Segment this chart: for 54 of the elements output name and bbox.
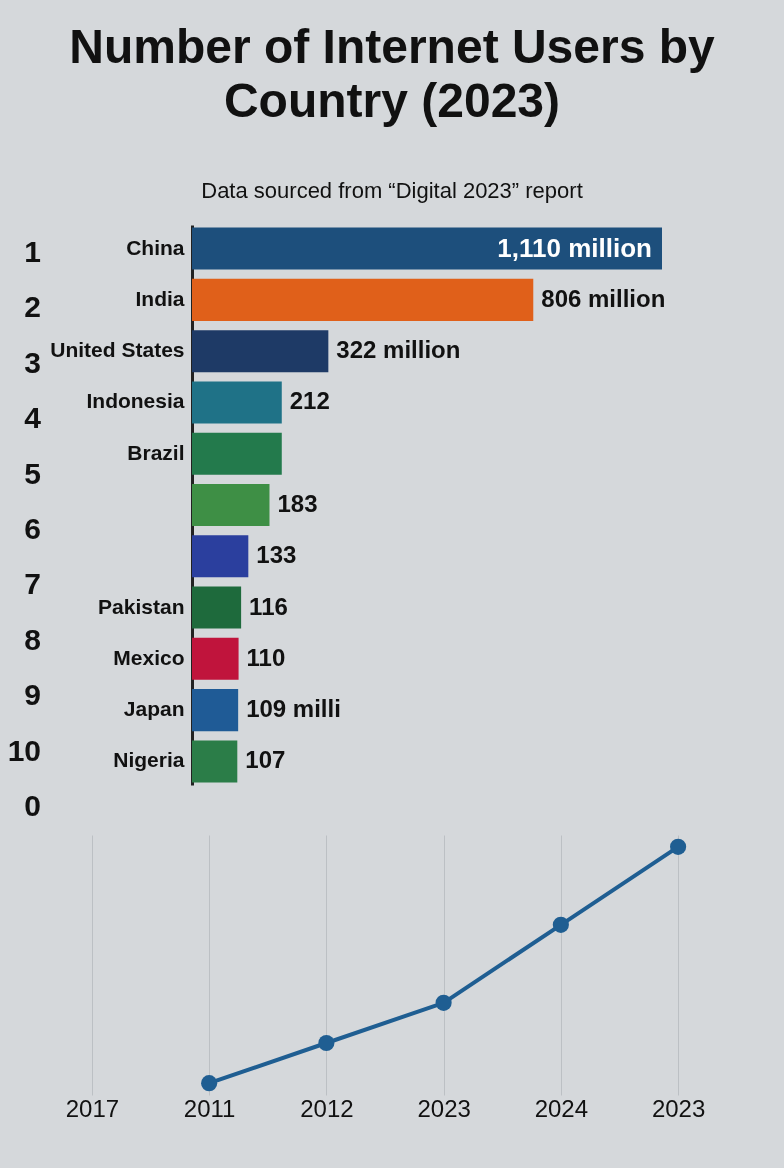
bar (192, 586, 242, 629)
y-tick-label: India (135, 286, 185, 310)
y-tick-label: Indonesia (86, 389, 185, 413)
text: 8 (24, 622, 41, 656)
bar (192, 740, 238, 783)
data-label: 212 (289, 387, 330, 415)
text: 1 (24, 234, 41, 268)
x-tick-label: 2012 (300, 1094, 354, 1122)
bar (192, 689, 239, 732)
text: 0 (24, 789, 41, 823)
y-tick-label: Nigeria (113, 748, 185, 772)
data-label: 107 (245, 746, 286, 774)
x-tick-label: 2023 (417, 1094, 471, 1122)
point (670, 838, 687, 855)
point (318, 1034, 335, 1052)
text: 3 (24, 345, 41, 379)
x-tick-label: 2023 (651, 1094, 706, 1122)
point (201, 1075, 218, 1092)
x-tick-label: 2024 (534, 1094, 589, 1122)
text: 9 (24, 678, 41, 712)
x-tick-label: 2011 (183, 1094, 236, 1122)
data-label: 110 (246, 643, 286, 671)
bar (192, 637, 239, 680)
y-tick-label: Brazil (127, 440, 185, 464)
chart-title: Number of Internet Users by Country (2023) (68, 20, 716, 128)
bar (192, 535, 249, 578)
y-tick-label: China (126, 235, 185, 259)
chart-subtitle: Data sourced from “Digital 2023” report (200, 178, 584, 204)
point (435, 994, 452, 1011)
bar (192, 227, 662, 270)
y-tick-label: Pakistan (98, 594, 185, 618)
data-label: 806 million (541, 284, 666, 312)
y-tick-label: Mexico (113, 645, 185, 669)
bar (192, 432, 282, 475)
bar (192, 381, 282, 424)
data-label: 1,110 million (497, 232, 652, 263)
text: 7 (24, 567, 41, 601)
text: 5 (24, 456, 41, 490)
text: 4 (24, 401, 42, 435)
data-label: 109 milli (246, 695, 341, 723)
data-label: 133 (256, 541, 297, 569)
text: 10 (7, 733, 41, 767)
text: 2 (24, 290, 41, 324)
bar (192, 483, 270, 527)
x-tick-label: 2017 (65, 1094, 120, 1122)
data-label: 183 (277, 490, 318, 517)
bar (192, 330, 329, 373)
data-label: 322 million (336, 336, 461, 364)
text: 6 (24, 512, 41, 545)
y-tick-label: United States (50, 338, 185, 362)
data-label: 116 (249, 592, 288, 620)
y-tick-label: Japan (123, 697, 185, 721)
bar (192, 278, 534, 321)
point (552, 916, 569, 933)
